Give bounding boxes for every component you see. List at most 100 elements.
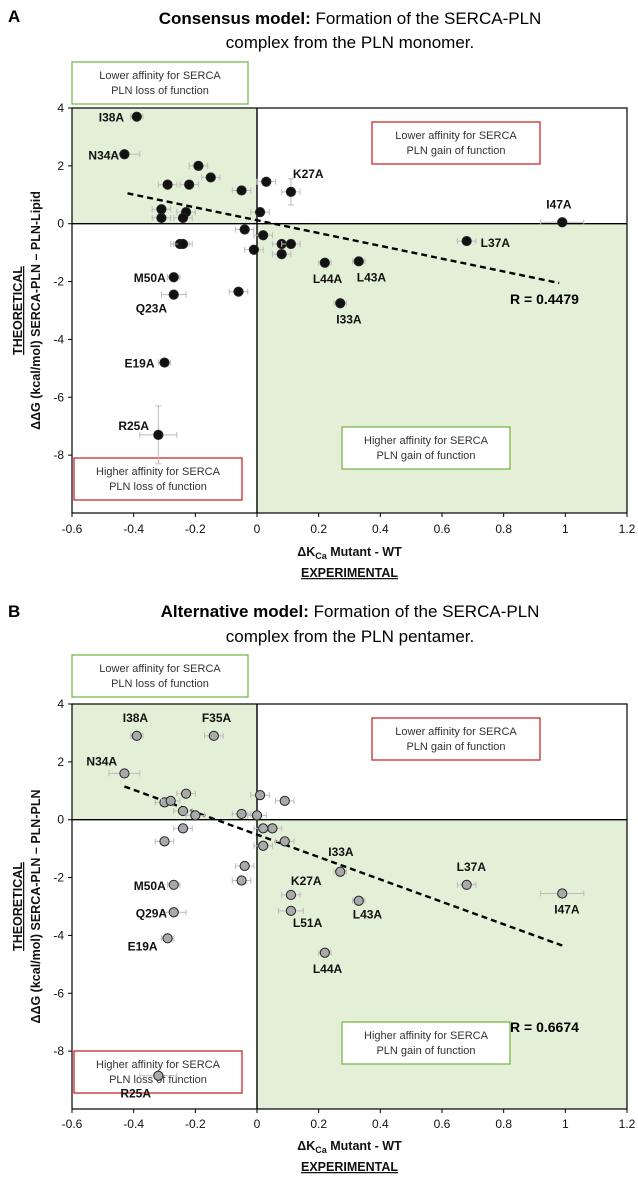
point-marker [319, 257, 330, 268]
point-marker [205, 172, 216, 183]
data-point [250, 207, 270, 218]
data-point [188, 160, 209, 171]
point-marker [319, 947, 330, 958]
point-marker [184, 179, 195, 190]
point-label: K27A [293, 167, 324, 181]
panel-A: A Consensus model: Formation of the SERCA… [8, 7, 636, 580]
data-point [173, 823, 193, 834]
y-tick-label: -4 [53, 332, 64, 346]
annotation-text: Lower affinity for SERCA [99, 70, 221, 82]
data-point [179, 179, 199, 190]
point-marker [168, 272, 179, 283]
data-point [231, 185, 252, 196]
point-marker [236, 808, 247, 820]
x-tick-label: -0.4 [123, 1117, 144, 1131]
point-label: L51A [293, 916, 323, 930]
data-point-I33A: I33A [328, 845, 354, 877]
point-marker [461, 879, 472, 890]
point-label: L43A [353, 908, 383, 922]
trendline [127, 192, 560, 285]
point-marker [254, 207, 266, 218]
data-point-L43A: L43A [352, 256, 386, 284]
point-label: I47A [554, 902, 580, 916]
point-label: I47A [546, 197, 572, 211]
data-point-R25A: R25A [118, 405, 178, 465]
plot-frame [71, 107, 628, 514]
annotation-text: Higher affinity for SERCA [96, 1059, 221, 1071]
annotation-box-top-right: Lower affinity for SERCA PLN gain of func… [371, 121, 541, 165]
chart-title: Consensus model: Formation of the SERCA-… [159, 9, 542, 28]
y-tick-label: 2 [57, 159, 64, 173]
point-label: L37A [481, 236, 511, 250]
point-marker [119, 768, 130, 779]
data-point [157, 179, 178, 190]
x-tick-label: 0.4 [372, 522, 389, 536]
point-marker [168, 907, 179, 918]
data-point [160, 795, 181, 807]
point-label: E19A [125, 357, 155, 371]
annotation-text: PLN loss of function [109, 481, 207, 493]
point-marker [285, 905, 297, 916]
annotation-box-bottom-right: Higher affinity for SERCA PLN gain of fun… [341, 426, 511, 470]
point-label: N34A [86, 754, 117, 768]
y-tick-label: 2 [57, 755, 64, 769]
point-marker [285, 186, 297, 197]
point-marker [285, 889, 297, 901]
point-label: I33A [336, 312, 362, 326]
data-point-L44A: L44A [313, 257, 343, 286]
data-point [228, 286, 249, 297]
point-label: R25A [120, 1087, 151, 1101]
chart-title-rest: Formation of the SERCA-PLN [309, 602, 540, 621]
point-marker [131, 111, 142, 122]
point-marker [168, 879, 179, 890]
data-point [185, 810, 206, 821]
data-point [275, 836, 295, 847]
y-tick-label: -6 [53, 390, 64, 404]
point-marker [190, 810, 201, 821]
y-tick-label: -8 [53, 1044, 64, 1058]
x-tick-label: 0.4 [372, 1117, 389, 1131]
point-marker [119, 149, 130, 160]
chart-title-rest: Formation of the SERCA-PLN [311, 9, 542, 28]
point-marker [159, 836, 170, 847]
x-tick-label: 0.6 [434, 1117, 451, 1131]
point-label: F35A [202, 711, 232, 725]
point-marker [258, 230, 269, 241]
x-tick-label: -0.2 [185, 1117, 206, 1131]
point-label: N34A [88, 148, 119, 162]
annotation-text: PLN gain of function [376, 1045, 475, 1057]
y-axis-title-line2: ΔΔG (kcal/mol) SERCA-PLN – PLN-PLN [29, 790, 43, 1024]
trendline [124, 785, 563, 947]
point-marker [165, 795, 176, 807]
data-point-E19A: E19A [128, 933, 175, 953]
annotation-box-top-left: Lower affinity for SERCA PLN loss of func… [71, 61, 249, 105]
data-point-Q23A: Q23A [136, 289, 187, 316]
x-tick-label: 0 [254, 522, 261, 536]
annotation-text: Lower affinity for SERCA [99, 663, 221, 675]
data-point [151, 204, 172, 215]
chart-title-bold: Consensus model: [159, 9, 311, 28]
data-point [173, 238, 193, 250]
point-marker [335, 866, 346, 877]
chart-title: Alternative model: Formation of the SERC… [161, 602, 540, 621]
point-label: E19A [128, 939, 158, 953]
data-point-L37A: L37A [457, 860, 486, 890]
point-label: Q23A [136, 302, 168, 316]
data-point [262, 823, 283, 834]
region-top-left [72, 108, 257, 224]
data-point-R25A: R25A [120, 1070, 178, 1101]
x-tick-label: -0.6 [62, 1117, 83, 1131]
x-axis-title-line2: EXPERIMENTAL [301, 566, 398, 580]
data-point [275, 795, 295, 807]
point-label: L44A [313, 962, 343, 976]
x-tick-label: -0.6 [62, 522, 83, 536]
point-label: I33A [328, 845, 354, 859]
data-point [231, 808, 252, 820]
data-point-I38A: I38A [123, 711, 148, 741]
y-tick-label: -6 [53, 986, 64, 1000]
annotation-text: Higher affinity for SERCA [96, 466, 221, 478]
point-label: M50A [134, 271, 166, 285]
point-marker [248, 244, 260, 255]
annotation-text: Higher affinity for SERCA [364, 1030, 489, 1042]
chart-subtitle: complex from the PLN pentamer. [226, 627, 475, 646]
